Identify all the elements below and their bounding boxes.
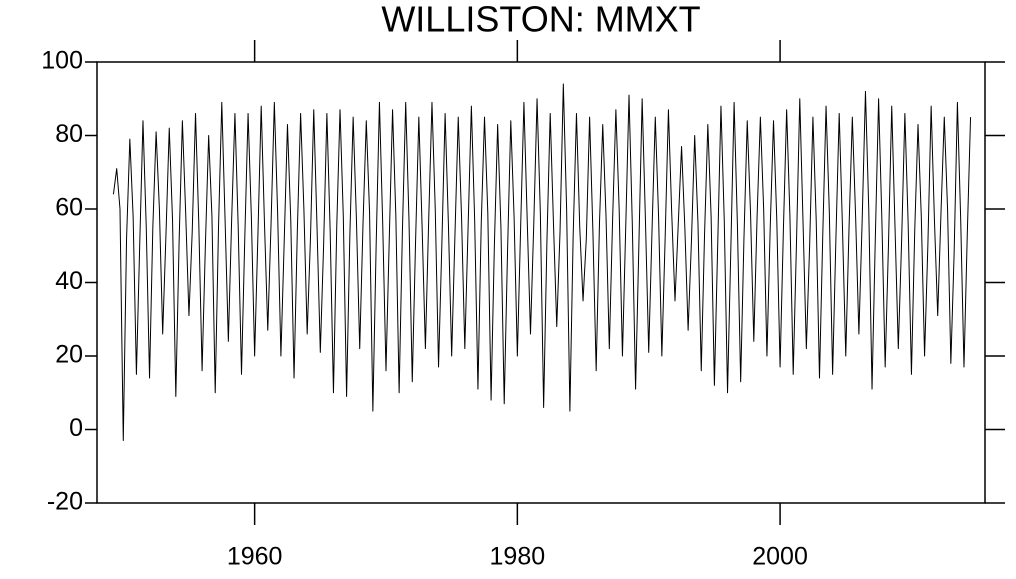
y-tick-label: 40: [55, 267, 83, 295]
y-tick-label: 0: [69, 414, 83, 442]
y-tick-label: -20: [47, 488, 83, 516]
y-tick-label: 60: [55, 194, 83, 222]
x-tick-label: 1960: [227, 543, 283, 571]
y-tick-label: 20: [55, 341, 83, 369]
x-tick-label: 1980: [490, 543, 546, 571]
chart-title: WILLISTON: MMXT: [381, 0, 700, 40]
data-line: [112, 83, 972, 442]
y-tick-label: 80: [55, 120, 83, 148]
y-tick-label: 100: [41, 47, 83, 75]
x-tick-label: 2000: [752, 543, 808, 571]
